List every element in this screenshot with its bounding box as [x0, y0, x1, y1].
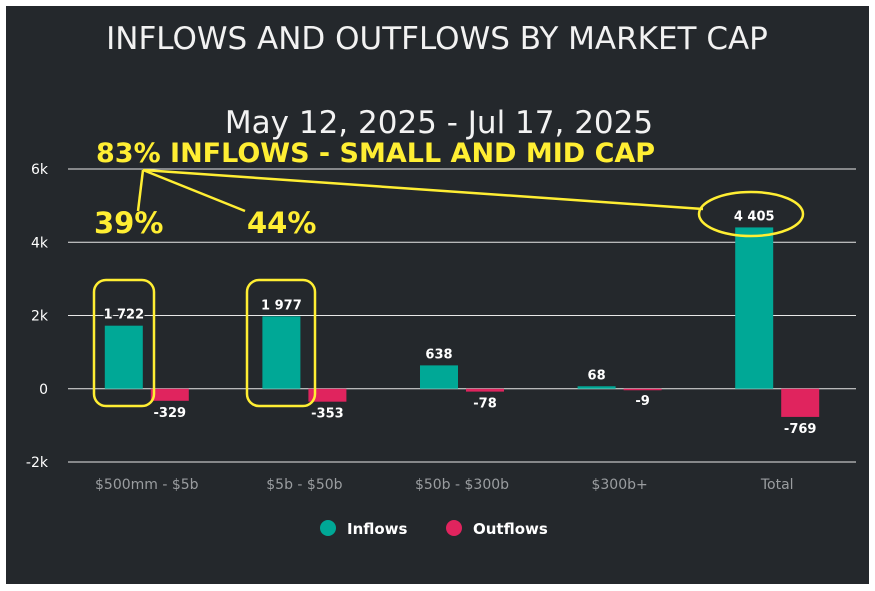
data-label: -769 — [784, 422, 817, 437]
pointer-line-mid — [142, 168, 246, 213]
x-tick-label: $500mm - $5b — [95, 477, 199, 493]
legend: Inflows Outflows — [320, 520, 548, 538]
legend-label: Inflows — [347, 520, 408, 538]
bar-chart: INFLOWS AND OUTFLOWS BY MARKET CAP May 1… — [26, 21, 856, 538]
inflow-bar — [104, 325, 143, 389]
outflow-bar — [781, 388, 820, 417]
x-tick-label: Total — [760, 477, 794, 493]
mid-cap-pct-annotation: 44% — [247, 206, 316, 240]
legend-swatch — [320, 520, 336, 536]
x-axis: $500mm - $5b $5b - $50b $50b - $300b $300b+… — [95, 477, 794, 493]
inflow-bar — [577, 386, 616, 389]
mid-cap-highlight-box — [245, 278, 317, 408]
y-tick-label: -2k — [26, 455, 49, 471]
data-label: -329 — [154, 406, 187, 421]
outflow-bar — [466, 388, 504, 392]
outflow-bar — [623, 388, 662, 391]
y-tick-label: 0 — [39, 382, 48, 398]
data-label: -353 — [311, 407, 344, 422]
small-cap-pct-annotation: 39% — [94, 206, 163, 240]
y-tick-label: 2k — [31, 309, 49, 325]
pointer-line-small — [136, 169, 145, 212]
outflow-bar — [150, 388, 189, 401]
inflow-bar — [262, 316, 301, 389]
data-label: 1 977 — [261, 298, 302, 313]
inflow-bar — [420, 365, 458, 389]
outflow-bar — [308, 388, 347, 402]
chart-subtitle: May 12, 2025 - Jul 17, 2025 — [225, 105, 653, 141]
data-label: 4 405 — [734, 209, 775, 224]
y-tick-label: 4k — [31, 235, 49, 251]
chart-frame: INFLOWS AND OUTFLOWS BY MARKET CAP May 1… — [6, 6, 869, 584]
total-highlight-ellipse — [697, 190, 805, 238]
y-axis: -2k 0 2k 4k 6k — [26, 162, 49, 471]
grid-lines — [68, 168, 856, 463]
data-label: 68 — [588, 368, 606, 383]
data-label: 1 722 — [103, 308, 144, 323]
legend-swatch — [446, 520, 462, 536]
y-tick-label: 6k — [31, 162, 49, 178]
inflow-bar — [735, 227, 774, 389]
chart-title: INFLOWS AND OUTFLOWS BY MARKET CAP — [106, 21, 768, 57]
x-tick-label: $50b - $300b — [415, 477, 509, 493]
headline-annotation: 83% INFLOWS - SMALL AND MID CAP — [96, 138, 655, 169]
bars: 1 722 -329 1 977 -353 638 -78 68 -9 4 405 -769 — [102, 208, 820, 438]
data-label: 638 — [425, 347, 452, 362]
data-label: -9 — [635, 394, 649, 409]
x-tick-label: $5b - $50b — [266, 477, 342, 493]
data-label: -78 — [473, 397, 497, 412]
annotation-overlay: 83% INFLOWS - SMALL AND MID CAP 39% 44% — [92, 138, 805, 408]
pointer-line-total — [142, 168, 704, 211]
small-cap-highlight-box — [92, 278, 156, 408]
x-tick-label: $300b+ — [591, 477, 647, 493]
legend-label: Outflows — [473, 520, 548, 538]
